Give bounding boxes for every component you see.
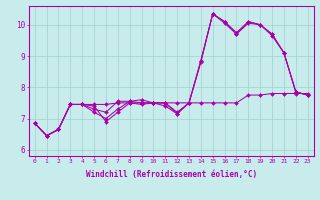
X-axis label: Windchill (Refroidissement éolien,°C): Windchill (Refroidissement éolien,°C) [86,170,257,179]
